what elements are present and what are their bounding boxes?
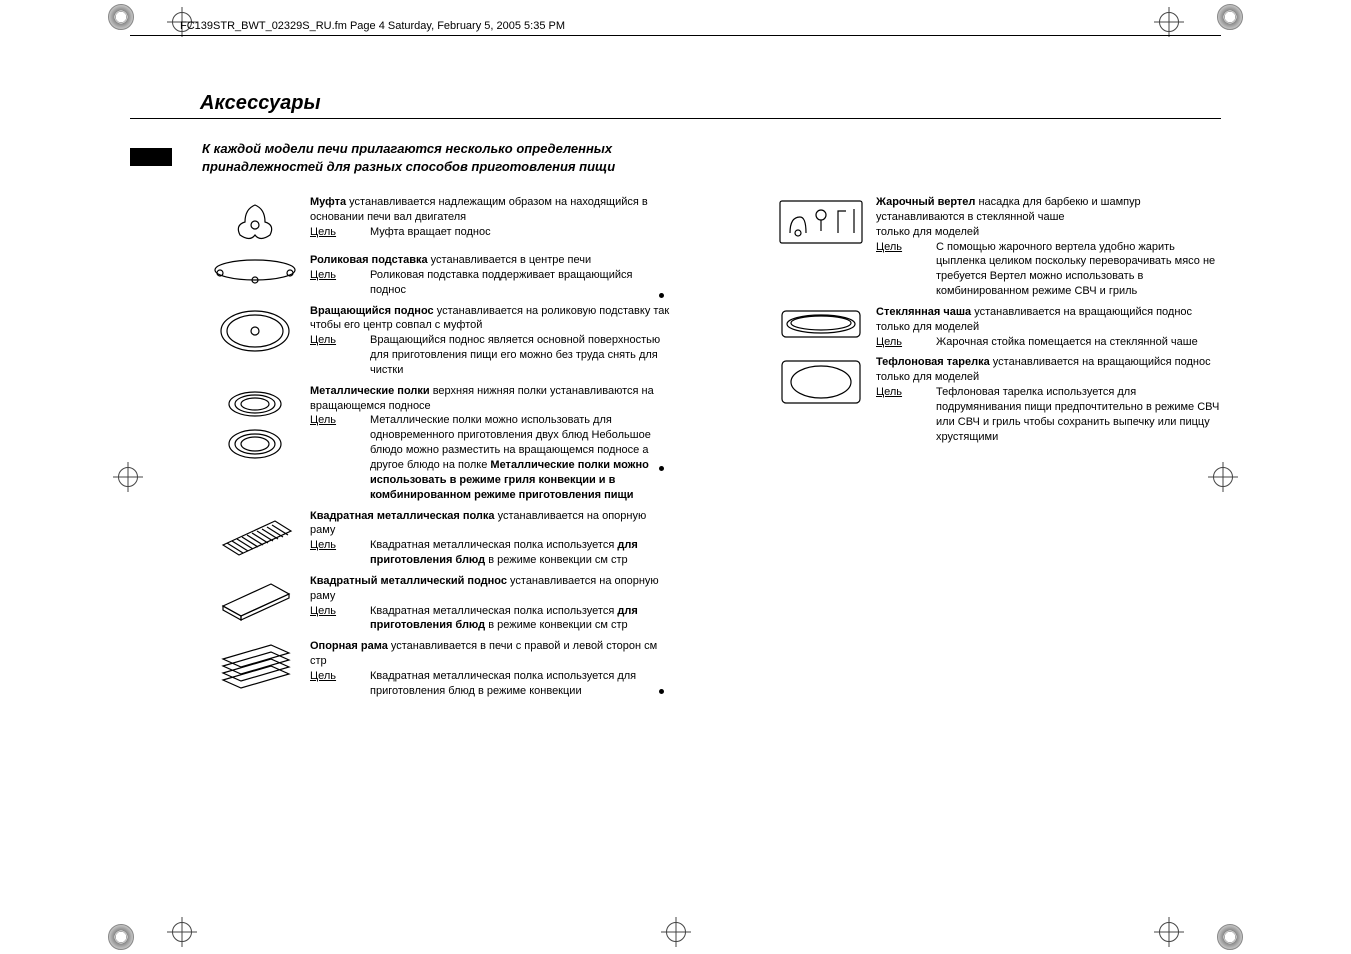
purpose-label: Цель	[310, 413, 370, 502]
section-tab	[130, 148, 172, 166]
purpose-text: Муфта вращает поднос	[370, 225, 670, 240]
roller-ring-icon	[200, 253, 310, 298]
accessory-lead: Опорная рама устанавливается в печи с пр…	[310, 639, 670, 669]
accessory-note: только для моделей	[876, 320, 1221, 335]
accessory-item: Жарочный вертел насадка для барбекю и ша…	[766, 195, 1221, 299]
purpose-label: Цель	[310, 538, 370, 568]
accessory-lead: Стеклянная чаша устанавливается на враща…	[876, 305, 1221, 320]
purpose-text: Роликовая подставка поддерживает вращающ…	[370, 268, 670, 298]
accessory-note: только для моделей	[876, 370, 1221, 385]
purpose-text: Квадратная металлическая полка используе…	[370, 538, 670, 568]
rotisserie-icon	[766, 195, 876, 299]
accessory-item: Металлические полки верхняя нижняя полки…	[200, 384, 670, 503]
accessory-body: Вращающийся поднос устанавливается на ро…	[310, 304, 670, 378]
accessory-body: Тефлоновая тарелка устанавливается на вр…	[876, 355, 1221, 444]
page-title: Аксессуары	[200, 92, 321, 115]
accessory-body: Квадратный металлический поднос устанавл…	[310, 574, 670, 633]
accessory-name: Квадратный металлический поднос	[310, 575, 507, 587]
accessory-body: Опорная рама устанавливается в печи с пр…	[310, 639, 670, 698]
accessory-lead: Жарочный вертел насадка для барбекю и ша…	[876, 195, 1221, 225]
purpose-label: Цель	[310, 604, 370, 634]
accessory-item: Роликовая подставка устанавливается в це…	[200, 253, 670, 298]
accessory-lead: Квадратный металлический поднос устанавл…	[310, 574, 670, 604]
right-column: Жарочный вертел насадка для барбекю и ша…	[766, 195, 1221, 954]
accessory-lead: Роликовая подставка устанавливается в це…	[310, 253, 670, 268]
accessory-body: Роликовая подставка устанавливается в це…	[310, 253, 670, 298]
accessory-desc: устанавливается надлежащим образом на на…	[310, 196, 648, 223]
metal-racks-icon	[200, 384, 310, 503]
coupler-icon	[200, 195, 310, 247]
purpose-text: Жарочная стойка помещается на стеклянной…	[936, 335, 1221, 350]
support-frame-icon	[200, 639, 310, 698]
purpose-label: Цель	[310, 333, 370, 378]
accessory-item: Опорная рама устанавливается в печи с пр…	[200, 639, 670, 698]
accessory-body: Металлические полки верхняя нижняя полки…	[310, 384, 670, 503]
accessory-name: Металлические полки	[310, 385, 430, 397]
accessory-item: Муфта устанавливается надлежащим образом…	[200, 195, 670, 247]
left-column: Муфта устанавливается надлежащим образом…	[200, 195, 670, 954]
accessory-lead: Муфта устанавливается надлежащим образом…	[310, 195, 670, 225]
accessory-body: Стеклянная чаша устанавливается на враща…	[876, 305, 1221, 350]
accessory-body: Жарочный вертел насадка для барбекю и ша…	[876, 195, 1221, 299]
header-rule	[130, 35, 1221, 36]
teflon-plate-icon	[766, 355, 876, 444]
accessory-desc: устанавливается на вращающийся поднос	[990, 356, 1211, 368]
accessory-lead: Вращающийся поднос устанавливается на ро…	[310, 304, 670, 334]
accessory-desc: устанавливается в центре печи	[428, 254, 592, 266]
purpose-text: Квадратная металлическая полка используе…	[370, 604, 670, 634]
purpose-label: Цель	[876, 240, 936, 299]
accessory-desc: устанавливается на вращающийся поднос	[971, 306, 1192, 318]
accessory-name: Квадратная металлическая полка	[310, 510, 495, 522]
purpose-label: Цель	[310, 225, 370, 240]
accessory-name: Тефлоновая тарелка	[876, 356, 990, 368]
accessory-item: Стеклянная чаша устанавливается на враща…	[766, 305, 1221, 350]
accessory-note: только для моделей	[876, 225, 1221, 240]
purpose-text: Квадратная металлическая полка используе…	[370, 669, 670, 699]
accessory-name: Опорная рама	[310, 640, 388, 652]
accessory-name: Роликовая подставка	[310, 254, 428, 266]
accessory-name: Стеклянная чаша	[876, 306, 971, 318]
purpose-text: Вращающийся поднос является основной пов…	[370, 333, 670, 378]
square-rack-icon	[200, 509, 310, 568]
intro-text: К каждой модели печи прилагаются несколь…	[202, 140, 642, 175]
glass-bowl-icon	[766, 305, 876, 350]
accessory-item: Вращающийся поднос устанавливается на ро…	[200, 304, 670, 378]
accessory-lead: Квадратная металлическая полка устанавли…	[310, 509, 670, 539]
square-tray-icon	[200, 574, 310, 633]
accessory-lead: Тефлоновая тарелка устанавливается на вр…	[876, 355, 1221, 370]
purpose-text: Тефлоновая тарелка используется для подр…	[936, 385, 1221, 444]
accessory-lead: Металлические полки верхняя нижняя полки…	[310, 384, 670, 414]
page-header-meta: FC139STR_BWT_02329S_RU.fm Page 4 Saturda…	[180, 20, 1221, 32]
purpose-label: Цель	[876, 385, 936, 444]
turntable-icon	[200, 304, 310, 378]
purpose-text: С помощью жарочного вертела удобно жарит…	[936, 240, 1221, 299]
purpose-text: Металлические полки можно использовать д…	[370, 413, 670, 502]
purpose-label: Цель	[310, 669, 370, 699]
accessory-name: Жарочный вертел	[876, 196, 975, 208]
accessory-body: Квадратная металлическая полка устанавли…	[310, 509, 670, 568]
purpose-label: Цель	[876, 335, 936, 350]
accessory-item: Квадратная металлическая полка устанавли…	[200, 509, 670, 568]
purpose-label: Цель	[310, 268, 370, 298]
accessory-item: Квадратный металлический поднос устанавл…	[200, 574, 670, 633]
title-rule	[130, 118, 1221, 119]
accessory-item: Тефлоновая тарелка устанавливается на вр…	[766, 355, 1221, 444]
accessory-name: Муфта	[310, 196, 346, 208]
accessory-body: Муфта устанавливается надлежащим образом…	[310, 195, 670, 247]
accessory-name: Вращающийся поднос	[310, 305, 434, 317]
